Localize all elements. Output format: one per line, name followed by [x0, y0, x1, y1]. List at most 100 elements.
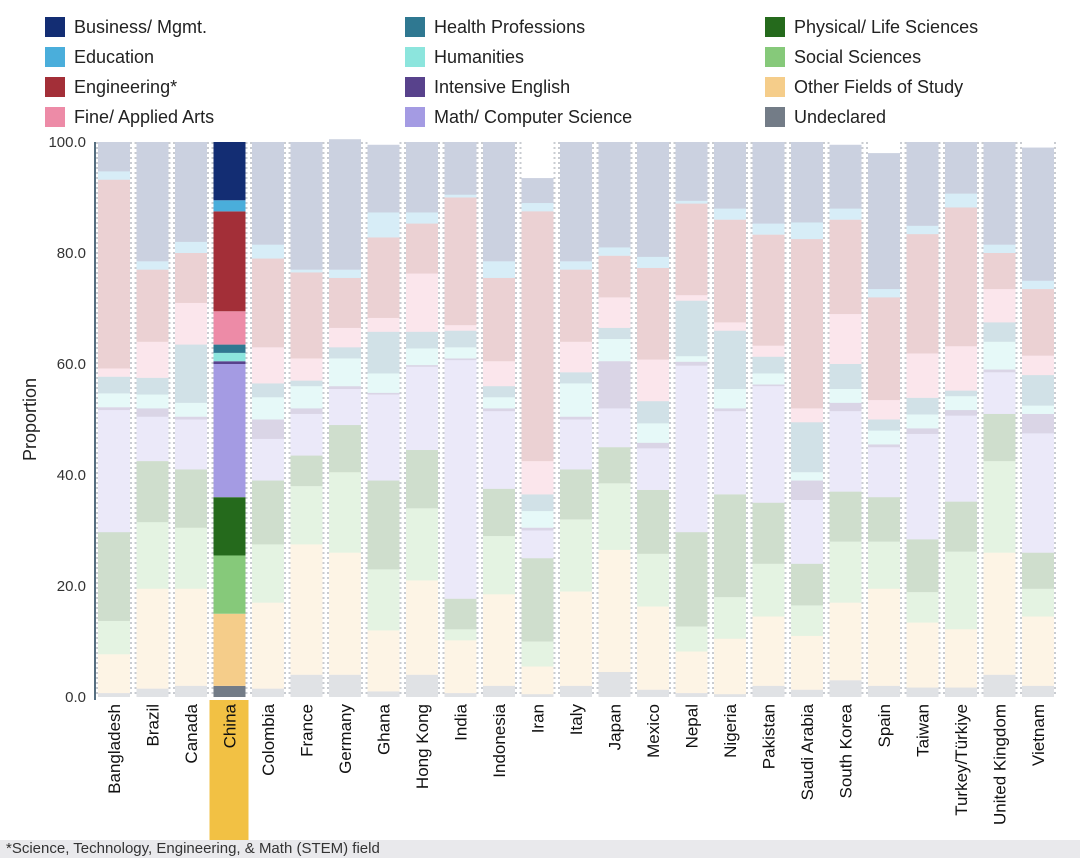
x-tick-label-pakistan[interactable]: Pakistan — [760, 704, 779, 769]
bar-segment-other-fields-of-study[interactable] — [483, 594, 515, 686]
bar-segment-fine-applied-arts[interactable] — [868, 400, 900, 420]
bar-stack-brazil[interactable] — [134, 142, 171, 697]
bar-segment-undeclared[interactable] — [329, 674, 361, 697]
bar-segment-education[interactable] — [213, 200, 246, 212]
bar-segment-intensive-english[interactable] — [829, 402, 862, 412]
bar-segment-undeclared[interactable] — [637, 689, 669, 697]
bar-segment-other-fields-of-study[interactable] — [906, 622, 939, 688]
bar-segment-humanities[interactable] — [213, 352, 246, 362]
bar-segment-intensive-english[interactable] — [560, 416, 592, 420]
bar-segment-education[interactable] — [791, 222, 823, 240]
bar-segment-business-mgmt[interactable] — [829, 144, 862, 209]
bar-stack-france[interactable] — [288, 142, 325, 697]
bar-segment-undeclared[interactable] — [136, 688, 169, 697]
bar-segment-education[interactable] — [521, 203, 554, 212]
x-tick-label-iran[interactable]: Iran — [529, 704, 548, 733]
bar-segment-education[interactable] — [906, 225, 939, 235]
bar-segment-social-sciences[interactable] — [791, 605, 823, 636]
bar-segment-math-computer-science[interactable] — [1022, 433, 1054, 553]
bar-segment-physical-life-sciences[interactable] — [791, 563, 823, 606]
bar-segment-fine-applied-arts[interactable] — [175, 302, 207, 345]
bar-segment-undeclared[interactable] — [945, 687, 977, 697]
x-tick-label-indonesia[interactable]: Indonesia — [490, 703, 509, 777]
bar-segment-intensive-english[interactable] — [367, 392, 400, 395]
bar-segment-physical-life-sciences[interactable] — [752, 502, 785, 564]
bar-segment-engineering[interactable] — [175, 253, 207, 303]
bar-segment-undeclared[interactable] — [560, 685, 592, 697]
bar-segment-business-mgmt[interactable] — [906, 142, 939, 226]
bar-segment-social-sciences[interactable] — [175, 527, 207, 589]
bar-segment-social-sciences[interactable] — [444, 629, 477, 641]
bar-stack-turkey-t-rkiye[interactable] — [943, 142, 979, 697]
bar-segment-education[interactable] — [406, 212, 438, 224]
bar-stack-china[interactable] — [211, 142, 248, 697]
bar-segment-math-computer-science[interactable] — [290, 413, 323, 456]
bar-segment-engineering[interactable] — [136, 269, 169, 342]
bar-segment-health-professions[interactable] — [213, 344, 246, 353]
bar-segment-physical-life-sciences[interactable] — [598, 447, 631, 484]
bar-segment-business-mgmt[interactable] — [483, 142, 515, 262]
bar-segment-other-fields-of-study[interactable] — [252, 602, 284, 689]
bar-segment-humanities[interactable] — [444, 347, 477, 359]
bar-segment-physical-life-sciences[interactable] — [906, 539, 939, 593]
bar-segment-undeclared[interactable] — [752, 685, 785, 697]
bar-segment-fine-applied-arts[interactable] — [560, 341, 592, 373]
bar-segment-physical-life-sciences[interactable] — [444, 598, 477, 630]
bar-segment-math-computer-science[interactable] — [791, 499, 823, 564]
bar-segment-humanities[interactable] — [829, 388, 862, 403]
bar-stack-japan[interactable] — [596, 142, 633, 697]
bar-segment-education[interactable] — [98, 171, 130, 180]
bar-segment-education[interactable] — [290, 269, 323, 273]
bar-segment-business-mgmt[interactable] — [752, 142, 785, 224]
bar-segment-undeclared[interactable] — [521, 694, 554, 697]
bar-segment-physical-life-sciences[interactable] — [175, 469, 207, 528]
bar-segment-health-professions[interactable] — [560, 372, 592, 384]
bar-segment-humanities[interactable] — [290, 386, 323, 409]
bar-segment-other-fields-of-study[interactable] — [98, 654, 130, 694]
bar-segment-education[interactable] — [329, 269, 361, 278]
x-tick-label-vietnam[interactable]: Vietnam — [1029, 704, 1048, 766]
bar-segment-intensive-english[interactable] — [983, 369, 1016, 373]
bar-segment-fine-applied-arts[interactable] — [714, 322, 746, 331]
x-tick-label-united-kingdom[interactable]: United Kingdom — [991, 704, 1010, 825]
bar-segment-business-mgmt[interactable] — [406, 142, 438, 213]
bar-segment-business-mgmt[interactable] — [983, 142, 1016, 245]
bar-segment-undeclared[interactable] — [1022, 685, 1054, 697]
bar-segment-health-professions[interactable] — [945, 390, 977, 397]
bar-segment-social-sciences[interactable] — [98, 620, 130, 655]
bar-segment-math-computer-science[interactable] — [252, 438, 284, 481]
bar-segment-engineering[interactable] — [675, 203, 708, 296]
bar-segment-education[interactable] — [868, 289, 900, 298]
bar-segment-education[interactable] — [367, 212, 400, 238]
x-tick-label-ghana[interactable]: Ghana — [375, 703, 394, 755]
bar-stack-saudi-arabia[interactable] — [789, 142, 825, 697]
bar-segment-fine-applied-arts[interactable] — [1022, 355, 1054, 376]
bar-segment-physical-life-sciences[interactable] — [675, 532, 708, 627]
bar-segment-business-mgmt[interactable] — [791, 142, 823, 223]
bar-segment-social-sciences[interactable] — [752, 563, 785, 617]
bar-segment-humanities[interactable] — [175, 402, 207, 417]
bar-segment-other-fields-of-study[interactable] — [521, 666, 554, 695]
bar-segment-humanities[interactable] — [483, 397, 515, 409]
bar-segment-education[interactable] — [829, 208, 862, 220]
bar-segment-education[interactable] — [136, 261, 169, 270]
bar-segment-physical-life-sciences[interactable] — [213, 497, 246, 556]
bar-segment-humanities[interactable] — [1022, 405, 1054, 414]
bar-segment-intensive-english[interactable] — [406, 365, 438, 367]
bar-segment-humanities[interactable] — [945, 396, 977, 411]
bar-segment-engineering[interactable] — [714, 219, 746, 323]
bar-segment-undeclared[interactable] — [714, 694, 746, 697]
x-tick-label-colombia[interactable]: Colombia — [259, 703, 278, 775]
bar-segment-humanities[interactable] — [675, 356, 708, 362]
bar-segment-business-mgmt[interactable] — [521, 178, 554, 204]
legend-item-physical-life-sciences[interactable]: Physical/ Life Sciences — [765, 15, 978, 39]
bar-segment-engineering[interactable] — [521, 211, 554, 462]
bar-segment-health-professions[interactable] — [521, 494, 554, 512]
bar-stack-south-korea[interactable] — [827, 142, 864, 697]
bar-segment-health-professions[interactable] — [175, 344, 207, 403]
bar-segment-physical-life-sciences[interactable] — [1022, 552, 1054, 589]
bar-segment-humanities[interactable] — [406, 348, 438, 366]
bar-segment-other-fields-of-study[interactable] — [675, 651, 708, 694]
bar-segment-humanities[interactable] — [136, 394, 169, 409]
bar-segment-education[interactable] — [1022, 280, 1054, 290]
